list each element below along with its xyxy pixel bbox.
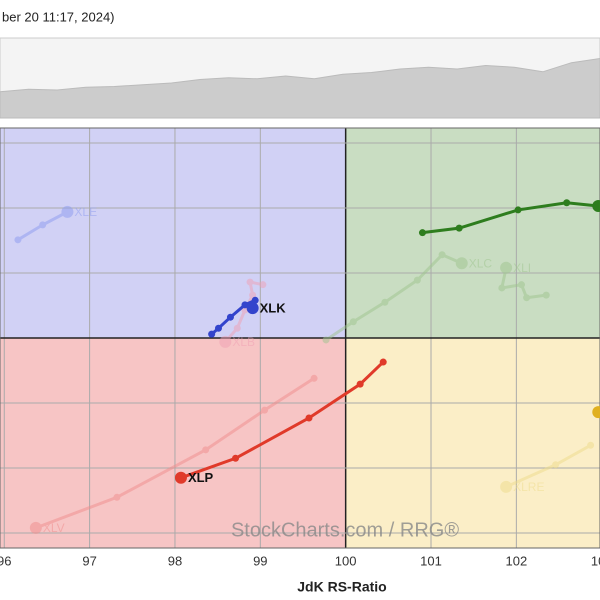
tail-point [587, 441, 595, 449]
watermark: StockCharts.com / RRG® [231, 519, 459, 541]
tail-line [325, 252, 463, 342]
head-point [592, 200, 600, 213]
head-point [61, 205, 74, 218]
tail [592, 406, 600, 419]
tail-point [381, 298, 389, 306]
series-label: XLK [260, 301, 287, 316]
tail-point [455, 224, 463, 232]
plot-frame [0, 127, 600, 549]
tail-point [259, 281, 267, 289]
tail: XLC [322, 251, 493, 344]
tail-point [517, 281, 525, 289]
tail-point [39, 221, 47, 229]
tail-point [356, 380, 364, 388]
tail-point [310, 374, 318, 382]
tail-point [514, 206, 522, 214]
x-axis-label: JdK RS-Ratio [297, 579, 386, 595]
tail-point [542, 291, 550, 299]
series-label: XLV [43, 521, 65, 535]
head-point [455, 257, 468, 270]
tail: XLE [14, 205, 97, 244]
tail-point [438, 251, 446, 259]
tail-point [251, 296, 259, 304]
head-point [174, 471, 187, 484]
series-label: XLB [232, 335, 255, 349]
tail-point [305, 414, 313, 422]
quadrant-lagging [0, 338, 346, 548]
tail-point [226, 313, 234, 321]
tail-point [349, 318, 357, 326]
x-tick-label: 98 [168, 553, 182, 568]
tail-point [113, 493, 121, 501]
x-tick-label: 99 [253, 553, 267, 568]
tail [418, 199, 600, 237]
tail-point [563, 199, 571, 207]
x-tick-label: 100 [335, 553, 357, 568]
tail: XLI [498, 261, 550, 302]
tail-point [413, 276, 421, 284]
tail-point [202, 446, 210, 454]
tail-point [249, 291, 257, 299]
head-point [500, 480, 513, 493]
x-tick-label: 101 [420, 553, 442, 568]
tail-point [261, 406, 269, 414]
tail-point [552, 461, 560, 469]
tail-point [214, 324, 222, 332]
tail-point [498, 284, 506, 292]
head-point [500, 261, 513, 274]
tail: XLK [208, 296, 287, 338]
x-tick-label: 103 [591, 553, 600, 568]
tail-point [418, 229, 426, 237]
price-area [0, 57, 600, 119]
x-tick-label: 96 [0, 553, 12, 568]
series-label: XLP [188, 470, 214, 485]
quadrant-improving [0, 128, 346, 338]
tail-point [233, 324, 241, 332]
tail-point [322, 336, 330, 344]
tail-point [523, 294, 531, 302]
series-label: XLI [513, 261, 531, 275]
quadrant-leading [345, 128, 600, 338]
tail: XLV [29, 374, 318, 535]
tail: XLP [174, 358, 387, 485]
tail-point [14, 236, 22, 244]
head-point [219, 335, 232, 348]
chart-title: ber 20 11:17, 2024) [2, 9, 115, 24]
tail-point [246, 278, 254, 286]
head-point [246, 302, 259, 315]
series-label: XLC [469, 256, 493, 270]
series-label: XLRE [513, 480, 544, 494]
x-tick-label: 102 [506, 553, 528, 568]
head-point [592, 406, 600, 419]
tail-point [241, 301, 249, 309]
x-tick-label: 97 [82, 553, 96, 568]
tail-point [379, 358, 387, 366]
series-label: XLE [74, 205, 97, 219]
tail-point [232, 454, 240, 462]
quadrant-weakening [345, 338, 600, 548]
tail-point [208, 330, 216, 338]
tail: XLRE [500, 441, 595, 494]
head-point [29, 521, 42, 534]
